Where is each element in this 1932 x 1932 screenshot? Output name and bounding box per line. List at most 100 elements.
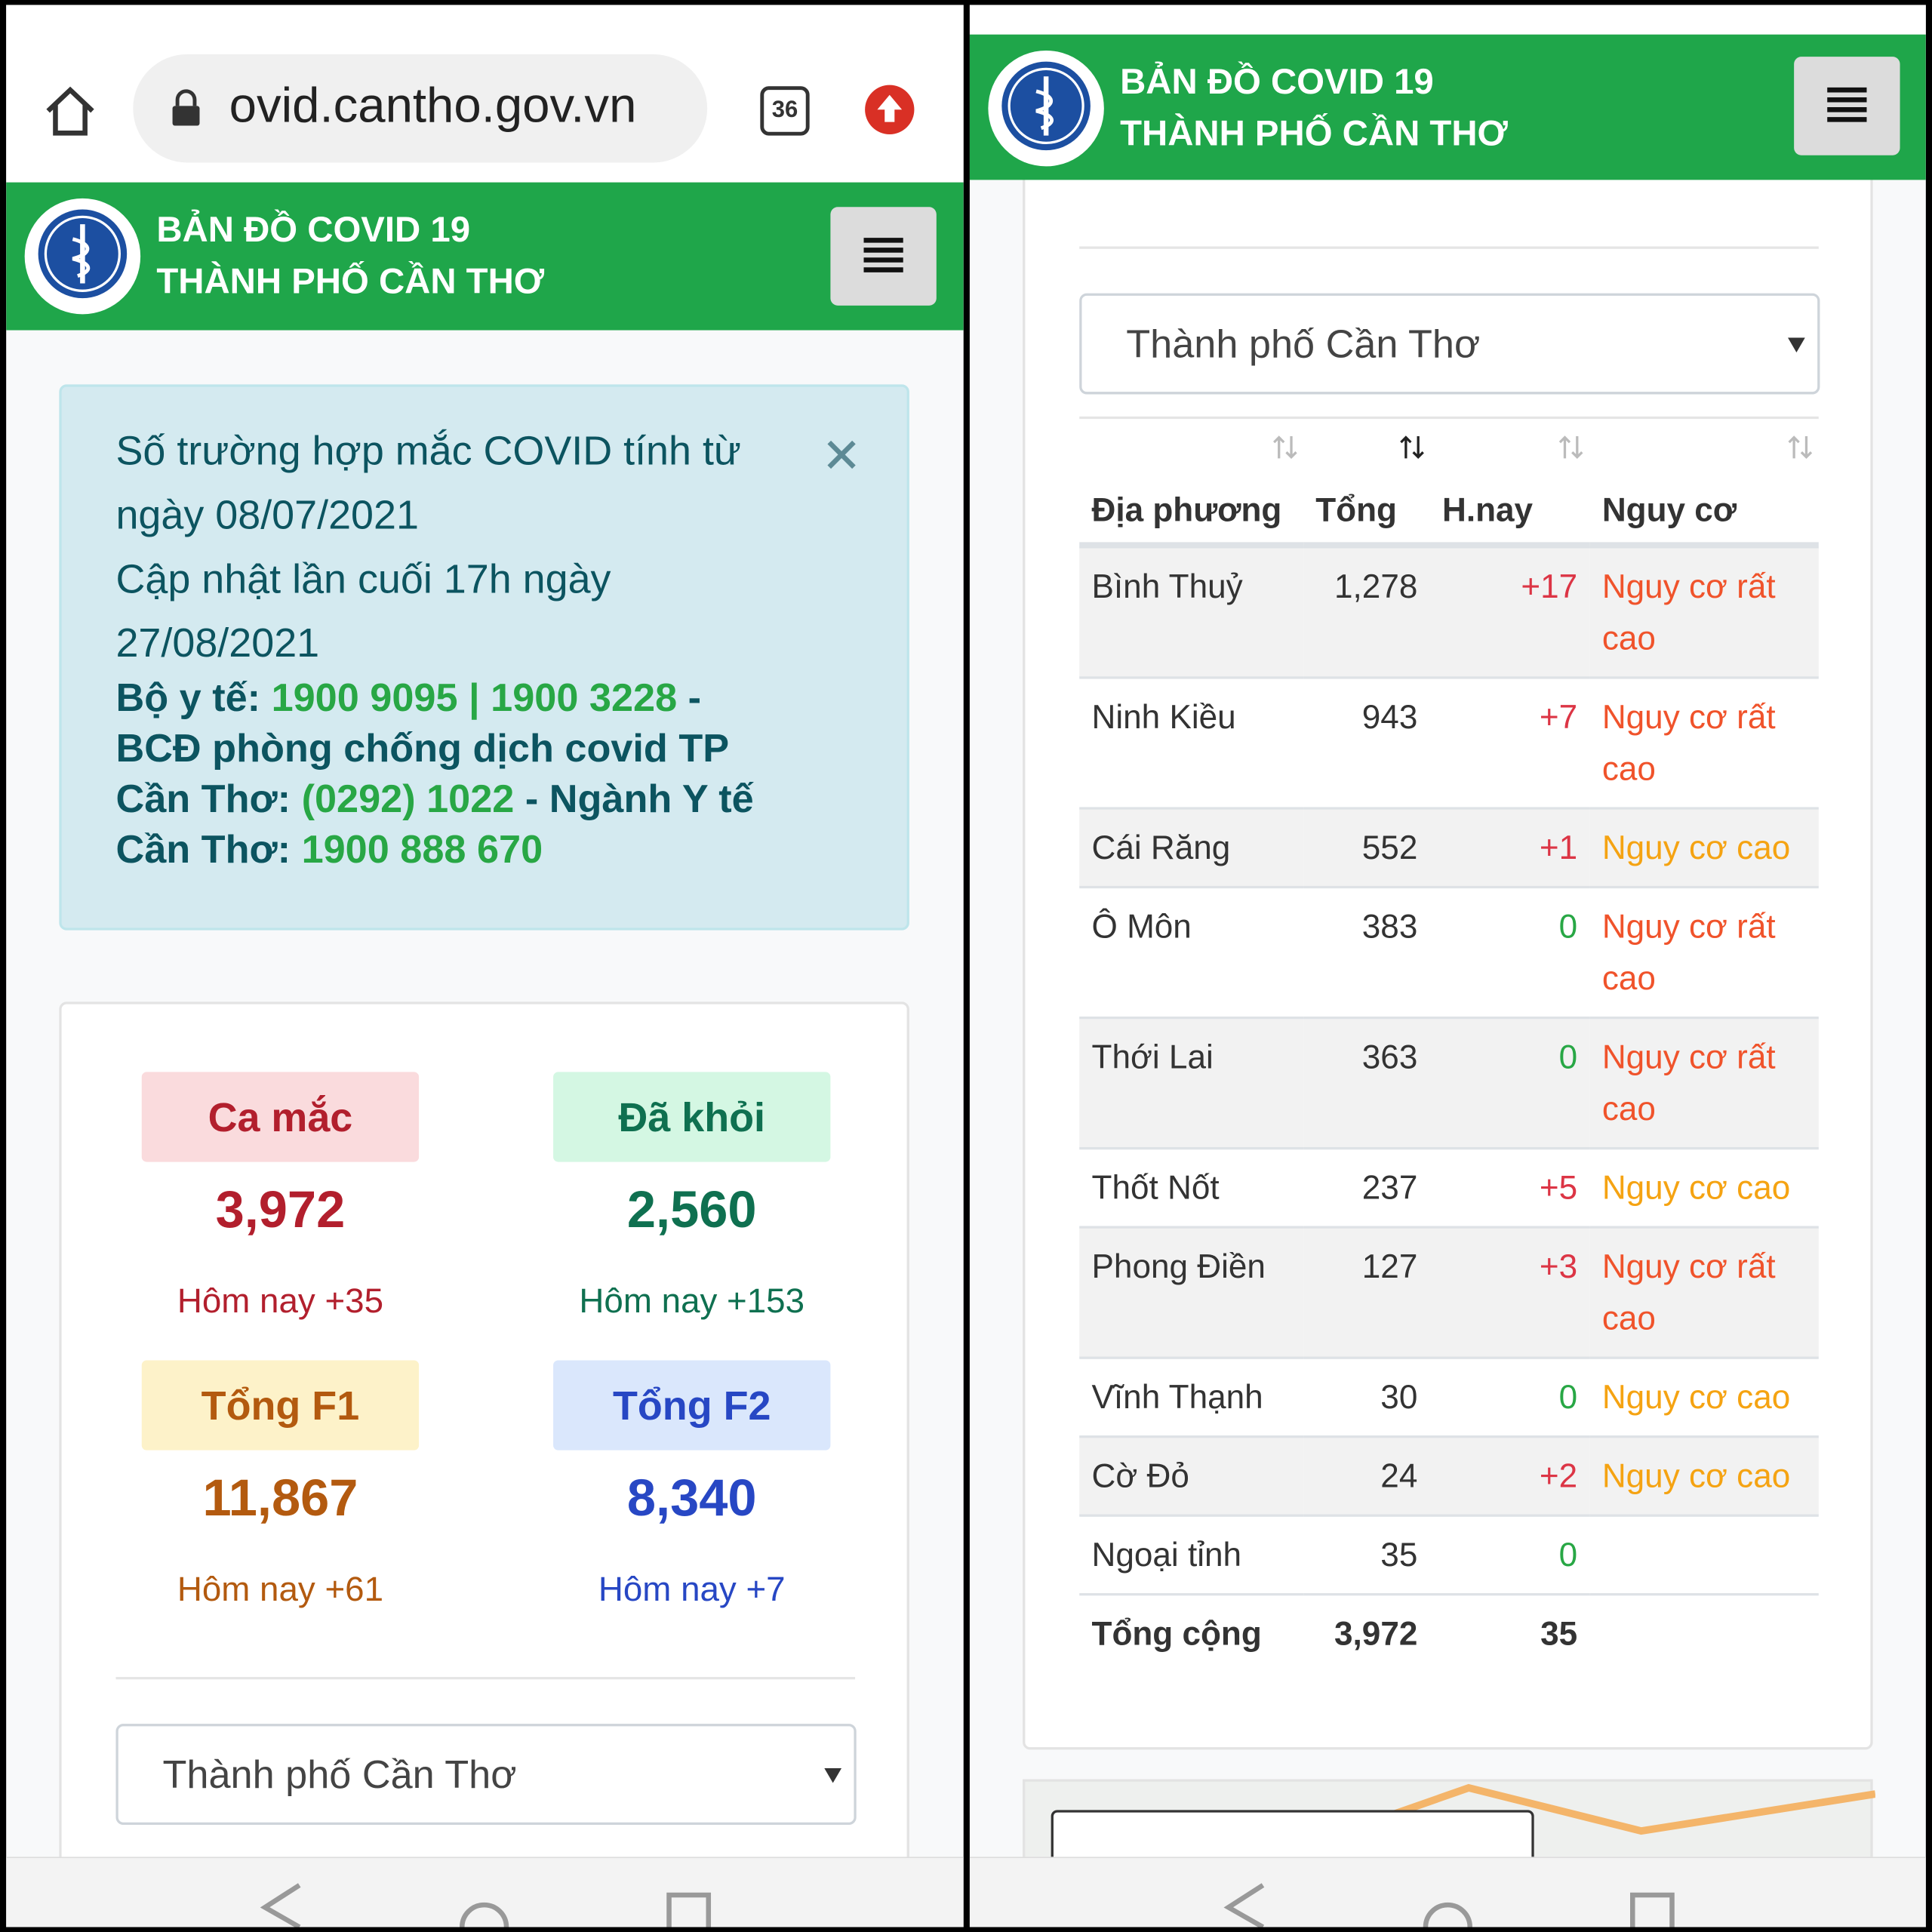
cell-today: 0 [1558, 1378, 1578, 1416]
cell-today: +2 [1539, 1457, 1578, 1495]
cell: 1,278 [1303, 545, 1430, 678]
cell-total: 30 [1380, 1378, 1418, 1416]
sort-icon[interactable] [1398, 434, 1425, 461]
stat-today: Hôm nay +153 [579, 1281, 805, 1320]
contact-text: (0292) 1022 [301, 776, 515, 821]
stat-label: Ca mắc [141, 1072, 420, 1162]
column-header[interactable]: H.nay [1430, 419, 1590, 545]
url-box[interactable]: ovid.cantho.gov.vn [133, 54, 708, 163]
cell-total: 363 [1361, 1038, 1418, 1076]
column-header[interactable]: Tổng [1303, 419, 1430, 545]
stat-value: 3,972 [215, 1180, 346, 1238]
cell: 0 [1430, 1018, 1590, 1149]
site-title: BẢN ĐỒ COVID 19 THÀNH PHỐ CẦN THƠ [1120, 63, 1508, 155]
column-header[interactable]: Địa phương [1079, 419, 1303, 545]
select-arrow [824, 1767, 842, 1783]
browser-bar: ovid.cantho.gov.vn 36 [6, 5, 964, 183]
update-icon[interactable] [863, 84, 915, 136]
info-alert: Số trường hợp mắc COVID tính từ ngày 08/… [59, 384, 909, 931]
cell: 0 [1430, 1515, 1590, 1594]
header-text: Địa phương [1091, 491, 1282, 529]
cell: 0 [1430, 1358, 1590, 1436]
sort-icon[interactable] [1558, 434, 1585, 461]
cell: Vĩnh Thạnh [1079, 1358, 1303, 1436]
cell: 383 [1303, 888, 1430, 1018]
sort-icon[interactable] [1271, 434, 1298, 461]
stat-value: 2,560 [626, 1180, 757, 1238]
divider [1079, 416, 1819, 420]
cell-risk: Nguy cơ cao [1601, 1378, 1791, 1416]
stat-today: Hôm nay +7 [598, 1570, 786, 1608]
cell-today: 0 [1558, 1536, 1578, 1574]
cell: Ngoại tỉnh [1079, 1515, 1303, 1594]
cell: Nguy cơ rất cao [1590, 1227, 1819, 1358]
column-header[interactable]: Nguy cơ [1590, 419, 1819, 545]
cell-risk: Nguy cơ cao [1601, 829, 1791, 866]
table-row: Cờ Đỏ 24 +2 Nguy cơ cao [1079, 1436, 1819, 1516]
cell-total: 24 [1380, 1457, 1418, 1495]
area-select[interactable]: Thành phố Cần Thơ [1079, 293, 1820, 395]
stat-today: Hôm nay +35 [177, 1281, 384, 1320]
cell-today: +7 [1539, 698, 1578, 736]
stat-label: Tổng F1 [141, 1360, 420, 1451]
cell: Phong Điền [1079, 1227, 1303, 1358]
cell-total: 35 [1380, 1536, 1418, 1574]
cell: Thốt Nốt [1079, 1149, 1303, 1227]
table-row: Cái Răng 552 +1 Nguy cơ cao [1079, 808, 1819, 888]
cell-name: Vĩnh Thạnh [1091, 1378, 1263, 1416]
table-card: Thành phố Cần Thơ Địa phương Tổng H.nay Ngu… [1023, 157, 1873, 1750]
cell [1590, 1595, 1819, 1672]
cell: Nguy cơ rất cao [1590, 888, 1819, 1018]
system-nav [6, 1857, 964, 1927]
contact-text: - BCĐ phòng chống dịch covid TP Cần Thơ: [115, 675, 729, 821]
tab-count[interactable]: 36 [760, 86, 810, 136]
cell-risk: Nguy cơ cao [1601, 1457, 1791, 1495]
stat-value: 11,867 [202, 1469, 358, 1527]
cell: 127 [1303, 1227, 1430, 1358]
header-text: H.nay [1442, 491, 1534, 529]
select-text: Thành phố Cần Thơ [162, 1751, 517, 1796]
cell-name: Bình Thuỷ [1091, 568, 1243, 605]
area-select[interactable]: Thành phố Cần Thơ [115, 1724, 857, 1825]
left-screen: ovid.cantho.gov.vn 36 BẢN ĐỒ COVID 19 THÀ… [6, 5, 964, 1927]
cell: 943 [1303, 678, 1430, 808]
system-nav [969, 1857, 1926, 1927]
case-table: Địa phương Tổng H.nay Nguy cơ Bình Thuỷ 1,27… [1079, 419, 1819, 1672]
alert-contacts: Bộ y tế: 1900 9095 | 1900 3228 - BCĐ phò… [115, 672, 756, 875]
table-row: Bình Thuỷ 1,278 +17 Nguy cơ rất cao [1079, 545, 1819, 678]
cell: Nguy cơ rất cao [1590, 1018, 1819, 1149]
home-icon[interactable] [43, 84, 97, 138]
lock-icon [172, 89, 200, 126]
cell-name: Cái Răng [1091, 829, 1231, 866]
cell: Nguy cơ cao [1590, 1149, 1819, 1227]
menu-button[interactable] [830, 207, 937, 306]
cell-name: Ninh Kiều [1091, 698, 1236, 736]
header-text: Tổng [1315, 491, 1397, 529]
cell: +1 [1430, 808, 1590, 887]
cell: 0 [1430, 888, 1590, 1018]
table-row: Thới Lai 363 0 Nguy cơ rất cao [1079, 1017, 1819, 1149]
select-text: Thành phố Cần Thơ [1126, 321, 1481, 366]
menu-button[interactable] [1794, 57, 1900, 155]
cell: +7 [1430, 678, 1590, 808]
cell-total: 127 [1361, 1247, 1418, 1285]
stat-label: Đã khỏi [553, 1072, 831, 1162]
cell-name: Ngoại tỉnh [1091, 1536, 1242, 1574]
divider [115, 1677, 856, 1680]
table-row: Ngoại tỉnh 35 0 [1079, 1515, 1819, 1595]
cell: Nguy cơ rất cao [1590, 545, 1819, 678]
close-button[interactable] [826, 438, 857, 470]
contact-text: Bộ y tế: [115, 675, 272, 720]
cell-risk: Nguy cơ rất cao [1601, 1247, 1776, 1337]
cell-risk: Nguy cơ rất cao [1601, 908, 1776, 997]
cell: 3,972 [1303, 1595, 1430, 1672]
sort-icon[interactable] [1786, 434, 1814, 461]
total-today: 35 [1540, 1615, 1578, 1653]
site-title: BẢN ĐỒ COVID 19 THÀNH PHỐ CẦN THƠ [156, 211, 545, 302]
cell-total: 943 [1361, 698, 1418, 736]
cell: 30 [1303, 1358, 1430, 1436]
cell-today: +1 [1539, 829, 1578, 866]
header-text: Nguy cơ [1601, 491, 1737, 529]
cell-today: +5 [1539, 1169, 1578, 1207]
